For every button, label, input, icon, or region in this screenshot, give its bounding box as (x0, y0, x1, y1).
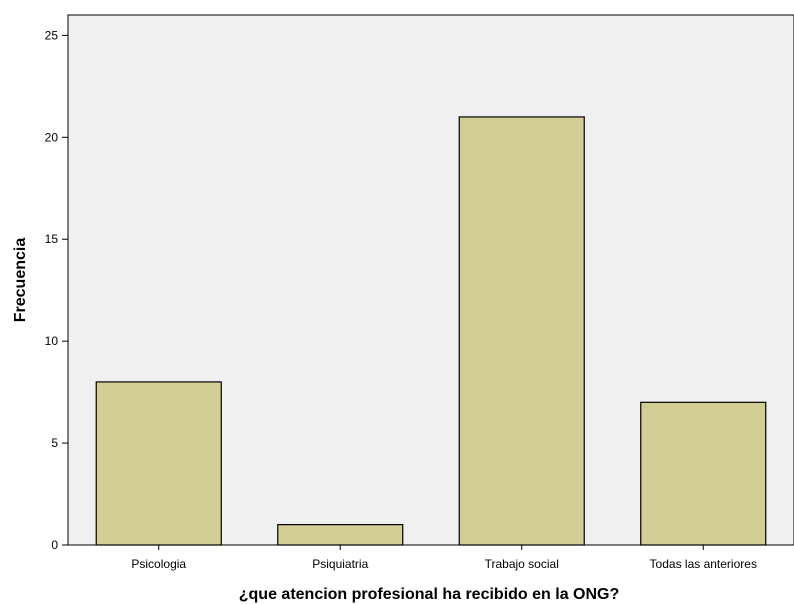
bar-psicologia (95, 381, 222, 546)
y-tick-label: 0 (51, 538, 58, 552)
y-tick-label: 10 (45, 334, 59, 348)
y-tick-label: 5 (51, 436, 58, 450)
x-axis-title: ¿que atencion profesional ha recibido en… (239, 586, 620, 603)
x-axis-ticks: Psicologia Psiquiatria Trabajo social Todas… (131, 545, 757, 571)
bars-group (95, 116, 767, 546)
x-tick-label: Psicologia (131, 557, 186, 571)
x-tick-label: Todas las anteriores (650, 557, 757, 571)
y-tick-label: 25 (45, 28, 59, 42)
y-tick-label: 15 (45, 232, 59, 246)
x-tick-label: Psiquiatria (312, 557, 368, 571)
y-axis-title: Frecuencia (12, 238, 29, 323)
y-tick-label: 20 (45, 130, 59, 144)
y-axis-ticks: 0 5 10 15 20 25 (45, 28, 68, 552)
x-tick-label: Trabajo social (485, 557, 559, 571)
bar-trabajo-social (458, 116, 585, 546)
bar-todas-las-anteriores (640, 401, 767, 546)
bar-psiquiatria (277, 524, 404, 546)
